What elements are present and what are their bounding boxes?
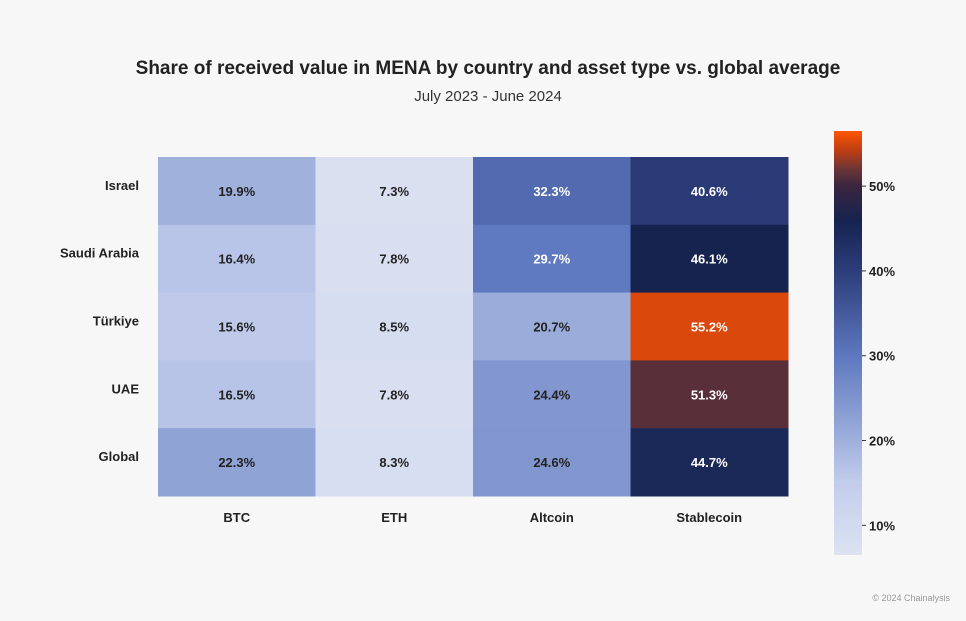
cell-value-label: 16.4% bbox=[218, 252, 255, 267]
row-label: Saudi Arabia bbox=[60, 246, 140, 261]
colorbar-tick-label: 10% bbox=[869, 518, 895, 533]
cell-value-label: 24.6% bbox=[533, 455, 570, 470]
chart-subtitle: July 2023 - June 2024 bbox=[414, 88, 562, 105]
heatmap-cell bbox=[158, 157, 316, 226]
heatmap-cell bbox=[630, 292, 789, 361]
heatmap-cell bbox=[473, 428, 631, 497]
row-label: Global bbox=[99, 449, 139, 464]
cell-value-label: 7.3% bbox=[379, 184, 409, 199]
heatmap-cell bbox=[158, 428, 316, 497]
row-label: UAE bbox=[112, 381, 140, 396]
cell-value-label: 16.5% bbox=[218, 387, 255, 402]
row-label: Israel bbox=[105, 178, 139, 193]
heatmap-cell bbox=[158, 292, 316, 361]
row-label: Türkiye bbox=[93, 314, 139, 329]
heatmap-cell bbox=[473, 292, 631, 361]
column-label: BTC bbox=[223, 510, 250, 525]
cell-value-label: 44.7% bbox=[691, 455, 728, 470]
heatmap-cell bbox=[630, 360, 789, 429]
colorbar: 10% 20% 30% 40% 50% bbox=[834, 131, 895, 555]
cell-value-label: 19.9% bbox=[218, 184, 255, 199]
heatmap-cell bbox=[473, 224, 631, 294]
colorbar-tick-label: 20% bbox=[869, 434, 895, 449]
cell-value-label: 8.5% bbox=[379, 320, 409, 335]
colorbar-ticks: 10% 20% 30% 40% 50% bbox=[862, 179, 895, 533]
heatmap-cell bbox=[315, 360, 474, 429]
heatmap-cell bbox=[158, 360, 316, 429]
heatmap-cell bbox=[473, 360, 631, 429]
cell-value-label: 20.7% bbox=[533, 320, 570, 335]
heatmap-cell bbox=[630, 224, 789, 294]
cell-value-label: 24.4% bbox=[533, 387, 570, 402]
column-labels: BTC ETH Altcoin Stablecoin bbox=[223, 510, 742, 525]
cell-value-label: 51.3% bbox=[691, 387, 728, 402]
copyright-notice: © 2024 Chainalysis bbox=[872, 593, 950, 603]
column-label: Stablecoin bbox=[676, 510, 742, 525]
heatmap-cell bbox=[315, 157, 474, 226]
colorbar-gradient bbox=[834, 131, 862, 555]
colorbar-tick-label: 50% bbox=[869, 179, 895, 194]
cell-value-label: 8.3% bbox=[379, 455, 409, 470]
cell-value-label: 32.3% bbox=[533, 184, 570, 199]
cell-value-label: 46.1% bbox=[691, 252, 728, 267]
colorbar-tick-label: 40% bbox=[869, 264, 895, 279]
cell-value-label: 29.7% bbox=[533, 252, 570, 267]
cell-value-label: 55.2% bbox=[691, 320, 728, 335]
heatmap-cell bbox=[630, 428, 789, 497]
heatmap-cell bbox=[315, 292, 474, 361]
colorbar-tick-label: 30% bbox=[869, 349, 895, 364]
cell-value-label: 7.8% bbox=[379, 387, 409, 402]
row-labels: Israel Saudi Arabia Türkiye UAE Global bbox=[60, 178, 140, 464]
cell-value-label: 40.6% bbox=[691, 184, 728, 199]
heatmap-cell bbox=[315, 428, 474, 497]
heatmap-cell bbox=[630, 157, 789, 226]
cell-value-label: 7.8% bbox=[379, 252, 409, 267]
cell-value-label: 15.6% bbox=[218, 320, 255, 335]
cell-value-label: 22.3% bbox=[218, 455, 255, 470]
heatmap-cell bbox=[315, 224, 474, 294]
column-label: ETH bbox=[381, 510, 407, 525]
heatmap-cells: 19.9% 7.3% 32.3% 40.6% 16.4% 7.8% 29.7% 46.1% 15… bbox=[158, 157, 789, 497]
chart-title: Share of received value in MENA by count… bbox=[135, 58, 841, 79]
column-label: Altcoin bbox=[530, 510, 574, 525]
heatmap-cell bbox=[158, 224, 316, 294]
heatmap-cell bbox=[473, 157, 631, 226]
